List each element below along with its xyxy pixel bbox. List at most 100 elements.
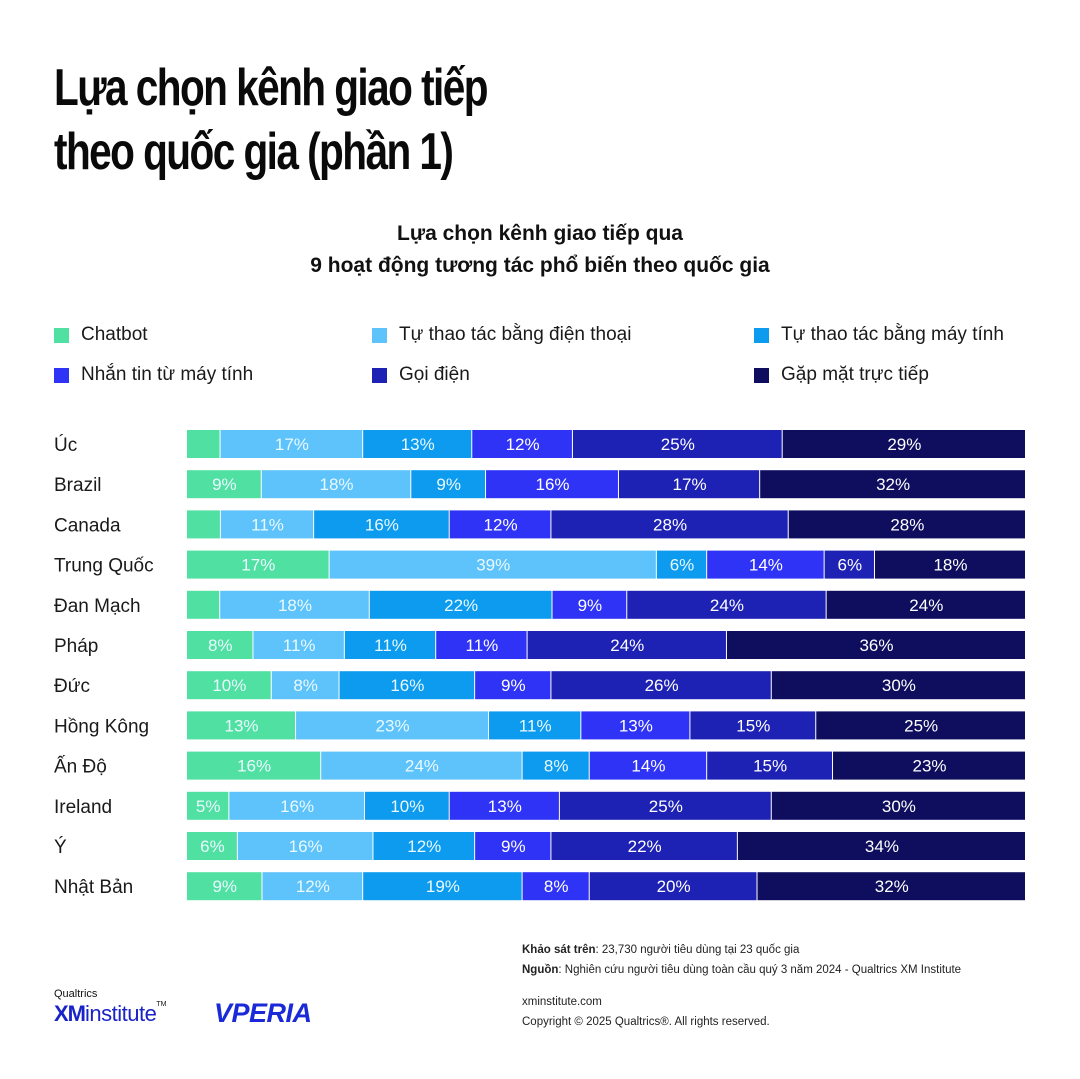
legend-label: Tự thao tác bằng máy tính (781, 324, 1004, 345)
bar-segment (816, 711, 1025, 740)
bar-segment (527, 631, 726, 659)
bar-segment (363, 872, 522, 901)
bar-segment (187, 510, 220, 539)
vperia-logo: VPERIA (214, 998, 312, 1028)
data-label: 11% (466, 636, 499, 655)
data-label: 23% (376, 716, 410, 735)
bar-segment (364, 791, 449, 820)
data-label: 14% (749, 556, 783, 575)
bar-segment (551, 832, 737, 860)
data-label: 39% (476, 556, 510, 575)
data-label: 17% (241, 556, 275, 575)
site-info: xminstitute.com Copyright © 2025 Qualtri… (522, 992, 770, 1032)
bar-segment (321, 751, 522, 780)
data-label: 6% (838, 556, 863, 575)
bar-segment (237, 832, 373, 860)
bar-segment (271, 671, 339, 700)
bar-segment (656, 550, 707, 579)
bar-segment (329, 550, 656, 579)
data-label: 32% (875, 877, 909, 896)
legend-swatch (372, 367, 387, 383)
bar-segment (874, 550, 1025, 579)
data-label: 11% (374, 636, 407, 655)
data-label: 6% (670, 556, 695, 575)
data-label: 17% (275, 435, 309, 454)
data-label: 29% (887, 435, 921, 454)
data-label: 12% (484, 515, 518, 534)
trademark-mark: TM (156, 1001, 167, 1008)
legend-item: Gọi điện (372, 362, 470, 388)
bar-segment (833, 751, 1025, 780)
legend-swatch (54, 367, 69, 383)
bar-segment (826, 590, 1025, 619)
legend-label: Gọi điện (399, 364, 470, 385)
bar-segment (618, 470, 760, 499)
bar-segment (436, 631, 527, 659)
category-label: Đan Mạch (54, 596, 141, 617)
data-label: 36% (859, 636, 893, 655)
data-label: 30% (882, 797, 916, 816)
legend-label: Gặp mặt trực tiếp (781, 364, 929, 385)
bar-segment (261, 470, 411, 499)
data-label: 24% (710, 596, 744, 615)
main-title: Lựa chọn kênh giao tiếp theo quốc gia (p… (54, 56, 488, 184)
bar-segment (551, 671, 771, 700)
legend-label: Chatbot (81, 324, 148, 345)
bar-segment (690, 711, 816, 740)
footnote: Khảo sát trên: 23,730 người tiêu dùng tạ… (522, 940, 961, 980)
bar-segment (475, 832, 551, 860)
data-label: 13% (488, 797, 522, 816)
survey-note: Khảo sát trên: 23,730 người tiêu dùng tạ… (522, 940, 961, 960)
data-label: 25% (661, 435, 695, 454)
data-label: 16% (535, 475, 569, 494)
bar-segment (187, 872, 262, 901)
survey-label: Khảo sát trên (522, 944, 596, 956)
legend-swatch (54, 327, 69, 343)
xm-wordmark: XM (54, 1001, 86, 1026)
data-label: 8% (208, 636, 233, 655)
data-label: 11% (251, 515, 284, 534)
bar-segment (757, 872, 1025, 901)
data-label: 8% (544, 757, 569, 776)
website-link[interactable]: xminstitute.com (522, 996, 602, 1008)
bar-segment (187, 791, 229, 820)
bar-segment (339, 671, 475, 700)
bar-segment (737, 832, 1025, 860)
bar-segment (314, 510, 449, 539)
bar-segment (572, 430, 782, 458)
copyright-text: Copyright © 2025 Qualtrics®. All rights … (522, 1016, 770, 1028)
data-label: 9% (501, 837, 526, 856)
bar-segment (782, 430, 1025, 458)
category-label: Nhật Bản (54, 877, 133, 898)
legend-item: Chatbot (54, 322, 148, 348)
data-label: 25% (904, 716, 938, 735)
data-label: 25% (649, 797, 683, 816)
main-title-line-2: theo quốc gia (phần 1) (54, 123, 454, 181)
data-label: 22% (444, 596, 478, 615)
bar-segment (771, 791, 1025, 820)
bar-segment (296, 711, 489, 740)
bar-segment (707, 550, 824, 579)
legend-label: Nhắn tin từ máy tính (81, 364, 254, 385)
data-label: 23% (912, 757, 946, 776)
bar-segment (449, 510, 551, 539)
bar-segment (229, 791, 364, 820)
data-label: 20% (657, 877, 691, 896)
data-label: 16% (280, 797, 314, 816)
bar-segment (522, 872, 589, 901)
chart-title-line-2: 9 hoạt động tương tác phổ biến theo quốc… (310, 254, 770, 277)
bar-segment (253, 631, 344, 659)
data-label: 19% (426, 877, 460, 896)
bar-segment (369, 590, 552, 619)
data-label: 9% (212, 877, 237, 896)
bar-segment (489, 711, 581, 740)
data-label: 30% (882, 676, 916, 695)
category-label: Canada (54, 515, 121, 536)
bar-segment (220, 510, 314, 539)
bar-segment (411, 470, 486, 499)
data-label: 11% (283, 636, 316, 655)
data-label: 12% (506, 435, 540, 454)
data-label: 15% (753, 757, 787, 776)
chart-legend: Chatbot Tự thao tác bằng điện thoại Tự tha… (54, 322, 1044, 402)
bar-segment (187, 631, 253, 659)
